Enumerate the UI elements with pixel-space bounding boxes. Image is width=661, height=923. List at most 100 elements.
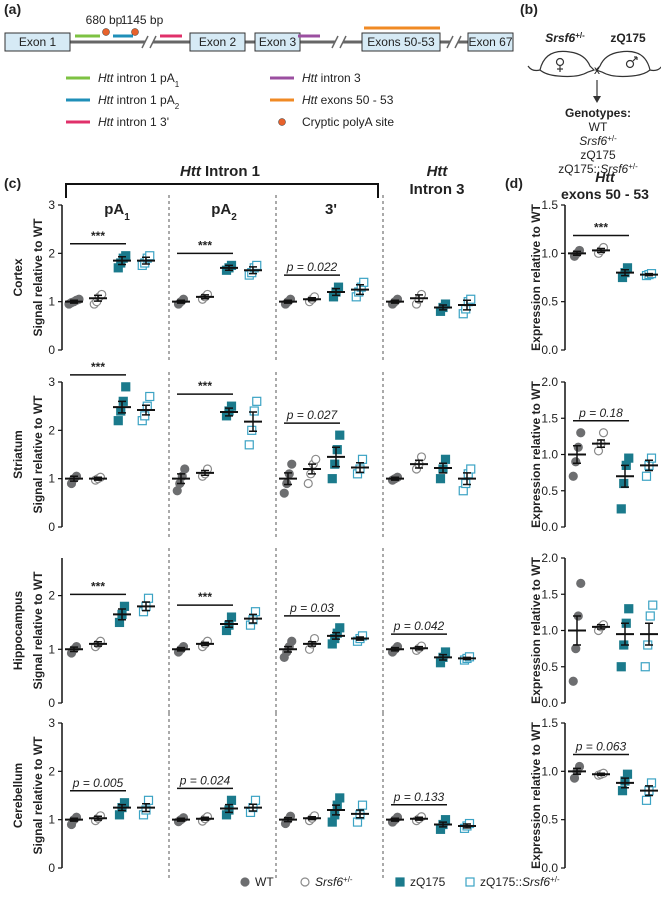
data-point xyxy=(145,391,155,402)
significance-label: p = 0.027 xyxy=(286,408,339,422)
data-point xyxy=(335,623,345,633)
legend-label: Htt exons 50 - 53 xyxy=(302,93,394,107)
error-bar xyxy=(391,646,399,652)
genotype-part: zQ175:: xyxy=(558,162,600,176)
y-tick-label: 3 xyxy=(48,716,55,730)
error-bar xyxy=(439,821,447,828)
legend-label-part: Srsf6 xyxy=(315,875,343,889)
size-label: 1145 bp xyxy=(121,13,164,27)
data-point xyxy=(568,676,578,686)
legend-label: Cryptic polyA site xyxy=(302,115,394,129)
data-point xyxy=(250,607,261,617)
significance-label: p = 0.005 xyxy=(72,776,124,790)
row-label: Cerebellum xyxy=(11,763,25,828)
panel-label: (b) xyxy=(520,1,538,17)
error-bar xyxy=(118,255,126,266)
error-bar xyxy=(70,475,78,482)
data-point xyxy=(646,453,657,463)
data-point xyxy=(641,471,652,481)
data-point xyxy=(143,593,154,603)
error-bar xyxy=(463,299,471,311)
data-point xyxy=(330,459,340,469)
cryptic-site xyxy=(102,28,110,36)
legend-label-part: intron 1 3' xyxy=(113,115,169,129)
error-bar xyxy=(70,299,78,304)
y-tick-label: 2 xyxy=(48,423,55,437)
error-bar xyxy=(573,767,581,775)
error-bar xyxy=(356,809,364,819)
data-point xyxy=(244,440,254,450)
error-bar xyxy=(645,459,653,472)
data-point xyxy=(226,612,237,622)
legend-label-part: 1 xyxy=(175,80,180,89)
legend-label: zQ175::Srsf6+/- xyxy=(480,875,560,890)
y-tick-label: 0.0 xyxy=(541,696,558,710)
genotype-part: zQ175 xyxy=(580,148,616,162)
bracket xyxy=(65,183,379,198)
data-point xyxy=(332,445,342,455)
error-bar xyxy=(94,294,102,302)
error-bar xyxy=(177,817,185,822)
error-bar xyxy=(142,601,150,612)
data-point xyxy=(598,428,609,438)
data-point xyxy=(466,294,476,304)
y-axis-title: Expression relative to WT xyxy=(529,556,543,703)
y-tick-label: 0.0 xyxy=(541,343,558,357)
exon-label: Exon 1 xyxy=(19,35,57,49)
y-tick-label: 3 xyxy=(48,375,55,389)
exon xyxy=(189,32,246,52)
parent-label: zQ175 xyxy=(610,31,646,45)
data-point xyxy=(121,382,131,392)
legend-marker xyxy=(395,877,405,887)
data-point xyxy=(284,469,294,479)
y-tick-label: 0 xyxy=(48,520,55,534)
error-bar xyxy=(332,804,340,816)
y-tick-label: 2 xyxy=(48,589,55,603)
y-tick-label: 0 xyxy=(48,696,55,710)
legend-label-part: Cryptic polyA site xyxy=(302,115,394,129)
error-bar xyxy=(308,816,316,821)
data-point xyxy=(287,636,297,646)
y-tick-label: 0 xyxy=(48,343,55,357)
data-point xyxy=(145,251,155,261)
y-tick-label: 1 xyxy=(48,813,55,827)
error-bar xyxy=(201,294,209,300)
significance-label: *** xyxy=(198,590,212,604)
error-bar xyxy=(142,802,150,813)
error-bar xyxy=(284,472,292,486)
data-point xyxy=(624,604,634,614)
y-tick-label: 1.5 xyxy=(541,587,558,601)
data-point xyxy=(113,416,123,426)
error-bar xyxy=(391,476,399,481)
error-bar xyxy=(621,777,629,789)
y-tick-label: 1.0 xyxy=(541,448,558,462)
significance-label: p = 0.18 xyxy=(578,406,623,420)
error-bar xyxy=(94,476,102,481)
genotype-part: +/- xyxy=(607,134,617,143)
y-tick-label: 1 xyxy=(48,472,55,486)
size-label: 680 bp xyxy=(86,13,123,27)
legend-label: Srsf6+/- xyxy=(315,875,353,890)
error-bar xyxy=(284,816,292,823)
genotype: zQ175 xyxy=(580,148,616,162)
data-point xyxy=(576,428,586,438)
error-bar xyxy=(284,645,292,653)
error-bar xyxy=(597,772,605,776)
error-bar xyxy=(308,641,316,647)
data-point xyxy=(645,611,655,621)
error-bar xyxy=(249,411,257,433)
data-point xyxy=(435,474,446,484)
error-bar xyxy=(332,446,340,468)
error-bar xyxy=(332,631,340,640)
cryptic-site xyxy=(131,28,139,36)
legend-label: Htt intron 1 pA2 xyxy=(98,93,180,111)
exon xyxy=(254,32,301,52)
data-point xyxy=(646,778,657,788)
data-point xyxy=(624,453,634,463)
row-label: Cortex xyxy=(11,258,25,296)
y-tick-label: 1.0 xyxy=(541,246,558,260)
significance-label: *** xyxy=(91,579,105,593)
y-tick-label: 0.0 xyxy=(541,520,558,534)
error-bar xyxy=(463,472,471,486)
